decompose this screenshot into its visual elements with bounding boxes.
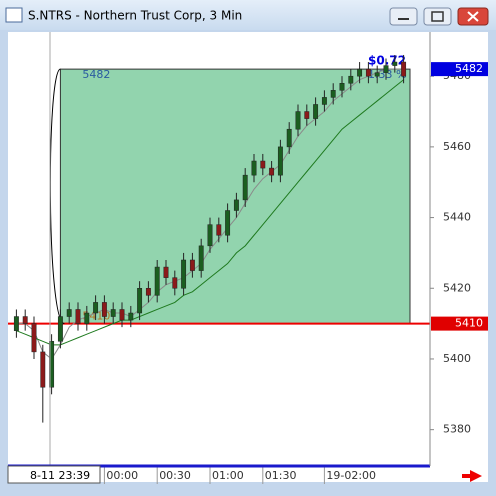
candle-body (75, 309, 81, 324)
candle-body (163, 266, 169, 278)
candle-body (357, 68, 363, 77)
price-tag-label: 5482 (455, 62, 483, 75)
candle-body (49, 341, 55, 388)
candle-body (277, 146, 283, 176)
candle-body (242, 174, 248, 201)
candle-body (321, 97, 327, 105)
x-tick-label: 01:30 (265, 469, 297, 482)
candle-body (57, 316, 63, 342)
candle-body (145, 288, 151, 296)
candle-body (286, 128, 292, 148)
candle-body (401, 61, 407, 77)
price-tag (431, 316, 488, 331)
candle-body (181, 259, 187, 289)
candle-body (216, 224, 222, 236)
candle-body (93, 302, 99, 314)
candle-body (119, 309, 125, 321)
candle-body (339, 83, 345, 91)
candle-body (295, 111, 301, 130)
candle-body (189, 259, 195, 271)
candle-body (365, 68, 371, 77)
candle-body (348, 75, 354, 84)
range-box (59, 68, 411, 325)
candle-body (392, 61, 398, 66)
y-tick-label: 5440 (443, 211, 471, 224)
candle-body (304, 111, 310, 119)
price-tag-label: 5410 (455, 317, 483, 330)
candle-body (22, 316, 28, 324)
scroll-arrow[interactable] (462, 470, 482, 482)
maximize-button[interactable] (423, 7, 452, 26)
moving-average (16, 79, 404, 346)
y-tick-label: 5420 (443, 281, 471, 294)
candle-body (374, 72, 380, 77)
candle-body (330, 90, 336, 98)
candle-body (13, 316, 19, 331)
price-tag (431, 62, 488, 77)
candle-body (233, 199, 239, 211)
candle-body (101, 302, 107, 317)
candle-body (40, 351, 46, 388)
candle-body (313, 104, 319, 119)
x-tick-label: 01:00 (212, 469, 244, 482)
candle-body (66, 309, 72, 317)
candle-body (110, 309, 116, 317)
candle-body (154, 266, 160, 296)
candle-body (128, 312, 134, 321)
y-tick-label: 5380 (443, 423, 471, 436)
cursor-label: 8-11 23:39 (30, 469, 90, 482)
candle-body (251, 160, 257, 176)
candle-body (207, 224, 213, 247)
app-icon (5, 7, 23, 23)
candle-body (269, 167, 275, 176)
candle-body (225, 210, 231, 236)
x-tick-label: 00:30 (159, 469, 191, 482)
window-title: S.NTRS - Northern Trust Corp, 3 Min (28, 9, 242, 23)
x-tick-label: 00:00 (106, 469, 138, 482)
x-tick-label: 19-02:00 (326, 469, 376, 482)
candle-body (84, 312, 90, 324)
candle-body (260, 160, 266, 169)
y-tick-label: 5400 (443, 352, 471, 365)
minimize-button[interactable] (389, 7, 418, 26)
y-tick-label: 5460 (443, 140, 471, 153)
candle-body (172, 277, 178, 289)
range-top-label: 5482 (82, 68, 110, 81)
candle-body (383, 65, 389, 73)
candle-body (137, 288, 143, 314)
candle-body (198, 245, 204, 271)
candle-body (31, 323, 37, 353)
cursor-label-box (7, 465, 101, 484)
